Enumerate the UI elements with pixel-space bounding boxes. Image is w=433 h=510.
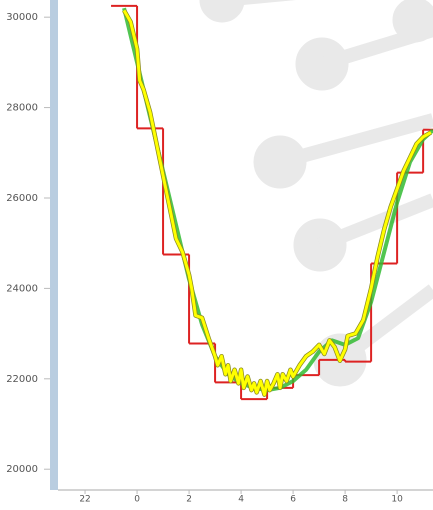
y-tick-label: 20000: [6, 464, 38, 475]
y-tick-label: 28000: [6, 103, 38, 114]
x-tick-label: 22: [79, 495, 90, 505]
x-tick-label: 0: [134, 495, 140, 505]
x-tick-label: 6: [290, 495, 296, 505]
y-tick-label: 26000: [6, 193, 38, 204]
x-tick-label: 8: [342, 495, 348, 505]
x-tick-label: 4: [238, 495, 244, 505]
axis-band: [50, 0, 58, 490]
y-tick-label: 22000: [6, 374, 38, 385]
y-tick-label: 24000: [6, 283, 38, 294]
x-tick-label: 2: [186, 495, 192, 505]
data-line: [122, 9, 432, 397]
y-tick-label: 30000: [6, 12, 38, 23]
x-tick-label: 10: [391, 495, 403, 505]
